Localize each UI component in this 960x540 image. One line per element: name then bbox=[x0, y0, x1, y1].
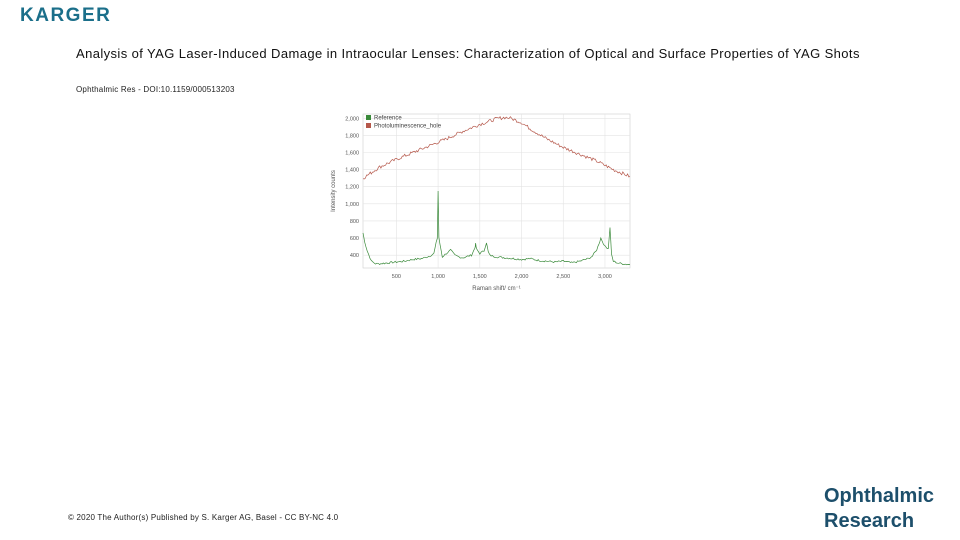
series-line-1 bbox=[362, 190, 631, 266]
y-tick-label: 1,200 bbox=[345, 185, 359, 191]
legend-label: Photoluminescence_hole bbox=[374, 124, 442, 130]
y-tick-label: 1,400 bbox=[345, 168, 359, 174]
legend-swatch bbox=[366, 115, 371, 120]
journal-logo: Ophthalmic Research bbox=[824, 484, 934, 534]
y-tick-label: 800 bbox=[350, 219, 359, 225]
legend-label: Reference bbox=[374, 116, 402, 122]
figure-title: Analysis of YAG Laser-Induced Damage in … bbox=[76, 46, 860, 61]
y-tick-label: 1,000 bbox=[345, 202, 359, 208]
y-tick-label: 600 bbox=[350, 236, 359, 242]
x-tick-label: 1,500 bbox=[473, 274, 487, 280]
x-tick-label: 2,000 bbox=[515, 274, 529, 280]
legend-swatch bbox=[366, 123, 371, 128]
y-tick-label: 400 bbox=[350, 253, 359, 259]
y-tick-label: 1,600 bbox=[345, 151, 359, 157]
x-tick-label: 3,000 bbox=[598, 274, 612, 280]
x-axis-label: Raman shift/ cm⁻¹ bbox=[472, 286, 521, 292]
raman-spectrum-chart: 400 600 800 1,000 1,200 1,400 1,600 1,800 2,000 5… bbox=[331, 113, 631, 292]
x-tick-label: 500 bbox=[392, 274, 401, 280]
journal-name-line1: Ophthalmic bbox=[824, 485, 935, 507]
karger-logo: KARGER bbox=[20, 5, 112, 26]
copyright-notice: © 2020 The Author(s) Published by S. Kar… bbox=[68, 513, 339, 522]
y-axis-label: Intensity counts bbox=[331, 170, 337, 212]
y-tick-label: 1,800 bbox=[345, 133, 359, 139]
journal-name-line2: Research bbox=[824, 510, 915, 532]
raman-spectrum-figure: 400 600 800 1,000 1,200 1,400 1,600 1,800 2,000 5… bbox=[322, 106, 638, 298]
plot-area bbox=[362, 113, 631, 269]
doi-line: Ophthalmic Res - DOI:10.1159/000513203 bbox=[76, 85, 235, 94]
series-line-2 bbox=[362, 116, 631, 180]
y-tick-label: 2,000 bbox=[345, 116, 359, 122]
x-tick-label: 2,500 bbox=[556, 274, 570, 280]
x-tick-label: 1,000 bbox=[431, 274, 445, 280]
